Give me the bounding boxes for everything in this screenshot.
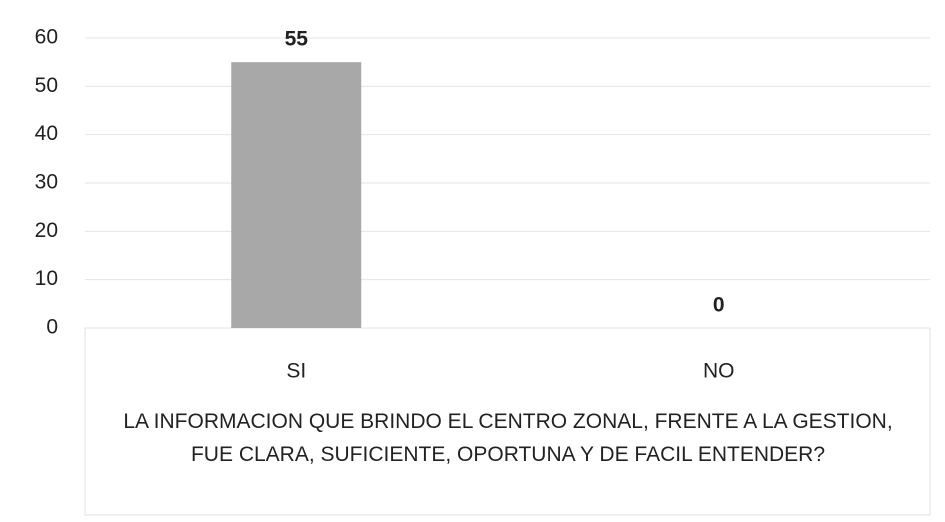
x-tick-label: SI (286, 360, 306, 383)
y-tick-label: 40 (35, 122, 58, 145)
y-tick-label: 60 (35, 26, 58, 49)
y-tick-label: 30 (35, 171, 58, 194)
x-tick-label: NO (703, 360, 735, 383)
y-tick-label: 50 (35, 74, 58, 97)
y-tick-label: 0 (46, 316, 58, 339)
x-axis-title: LA INFORMACION QUE BRINDO EL CENTRO ZONA… (123, 410, 893, 466)
data-label: 55 (285, 28, 309, 51)
bar (231, 62, 362, 329)
y-tick-label: 10 (35, 267, 58, 290)
y-tick-label: 20 (35, 219, 58, 242)
data-label: 0 (713, 294, 725, 317)
